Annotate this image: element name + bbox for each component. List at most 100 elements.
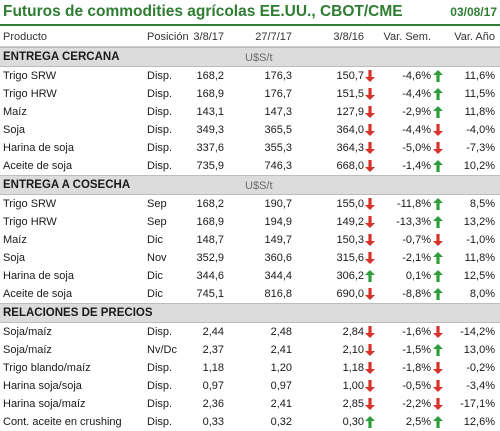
table-row[interactable]: Maíz Dic 148,7 149,7 150,3 -0,7% -1,0% bbox=[0, 231, 500, 249]
cell-var-anual: -4,0% bbox=[466, 124, 495, 136]
cell-posicion: Dic bbox=[147, 288, 163, 300]
arrow-down-icon bbox=[433, 362, 443, 374]
table-row[interactable]: Trigo blando/maíz Disp. 1,18 1,20 1,18 -1,8% -… bbox=[0, 359, 500, 377]
cell-precio-actual: 349,3 bbox=[196, 124, 224, 136]
section-label: ENTREGA CERCANA bbox=[3, 51, 120, 63]
table-body: ENTREGA CERCANA U$S/t Trigo SRW Disp. 168,2 1… bbox=[0, 47, 500, 431]
table-row[interactable]: Cont. aceite en crushing Disp. 0,33 0,32 0,3… bbox=[0, 413, 500, 431]
cell-precio-anio-anterior: 150,3 bbox=[336, 234, 364, 246]
cell-precio-actual: 745,1 bbox=[196, 288, 224, 300]
col-header-anio-anterior[interactable]: 3/8/16 bbox=[333, 31, 364, 43]
arrow-down-icon bbox=[365, 106, 375, 118]
table-row[interactable]: Maíz Disp. 143,1 147,3 127,9 -2,9% 11,8% bbox=[0, 103, 500, 121]
cell-var-anual: -0,2% bbox=[466, 362, 495, 374]
section-label: RELACIONES DE PRECIOS bbox=[3, 307, 153, 319]
cell-precio-anio-anterior: 150,7 bbox=[336, 70, 364, 82]
cell-producto: Harina de soja bbox=[3, 270, 74, 282]
cell-precio-anio-anterior: 306,2 bbox=[336, 270, 364, 282]
table-row[interactable]: Trigo SRW Sep 168,2 190,7 155,0 -11,8% 8,5% bbox=[0, 195, 500, 213]
arrow-up-icon bbox=[433, 106, 443, 118]
cell-precio-actual: 337,6 bbox=[196, 142, 224, 154]
table-row[interactable]: Trigo HRW Sep 168,9 194,9 149,2 -13,3% 13,2% bbox=[0, 213, 500, 231]
cell-posicion: Sep bbox=[147, 198, 167, 210]
table-row[interactable]: Trigo SRW Disp. 168,2 176,3 150,7 -4,6% 11,6% bbox=[0, 67, 500, 85]
cell-var-semanal: -4,4% bbox=[402, 124, 431, 136]
table-row[interactable]: Aceite de soja Disp. 735,9 746,3 668,0 -1,4% 1… bbox=[0, 157, 500, 175]
cell-precio-anio-anterior: 127,9 bbox=[336, 106, 364, 118]
table-row[interactable]: Soja Disp. 349,3 365,5 364,0 -4,4% -4,0% bbox=[0, 121, 500, 139]
section-header: ENTREGA A COSECHA U$S/t bbox=[0, 175, 500, 195]
cell-precio-anio-anterior: 690,0 bbox=[336, 288, 364, 300]
table-row[interactable]: Trigo HRW Disp. 168,9 176,7 151,5 -4,4% 11,5% bbox=[0, 85, 500, 103]
arrow-down-icon bbox=[433, 142, 443, 154]
arrow-down-icon bbox=[365, 398, 375, 410]
cell-posicion: Dic bbox=[147, 270, 163, 282]
arrow-down-icon bbox=[433, 326, 443, 338]
cell-precio-semana-anterior: 147,3 bbox=[264, 106, 292, 118]
cell-posicion: Nov bbox=[147, 252, 167, 264]
cell-var-anual: 12,6% bbox=[463, 416, 495, 428]
cell-producto: Harina de soja bbox=[3, 142, 74, 154]
cell-precio-anio-anterior: 1,18 bbox=[342, 362, 364, 374]
col-header-var-anual[interactable]: Var. Año bbox=[454, 31, 495, 43]
cell-posicion: Disp. bbox=[147, 160, 173, 172]
cell-precio-anio-anterior: 2,85 bbox=[342, 398, 364, 410]
cell-precio-anio-anterior: 668,0 bbox=[336, 160, 364, 172]
cell-var-anual: -14,2% bbox=[460, 326, 495, 338]
cell-precio-semana-anterior: 176,7 bbox=[264, 88, 292, 100]
col-header-semana-anterior[interactable]: 27/7/17 bbox=[255, 31, 292, 43]
cell-var-semanal: -1,6% bbox=[402, 326, 431, 338]
col-header-var-semanal[interactable]: Var. Sem. bbox=[383, 31, 431, 43]
section-header: ENTREGA CERCANA U$S/t bbox=[0, 47, 500, 67]
cell-precio-actual: 0,97 bbox=[202, 380, 224, 392]
table-row[interactable]: Soja/maíz Nv/Dc 2,37 2,41 2,10 -1,5% 13,0% bbox=[0, 341, 500, 359]
cell-var-semanal: 2,5% bbox=[405, 416, 431, 428]
cell-precio-anio-anterior: 149,2 bbox=[336, 216, 364, 228]
cell-var-anual: 13,2% bbox=[463, 216, 495, 228]
arrow-up-icon bbox=[433, 160, 443, 172]
arrow-up-icon bbox=[433, 270, 443, 282]
cell-precio-anio-anterior: 315,6 bbox=[336, 252, 364, 264]
table-row[interactable]: Soja/maíz Disp. 2,44 2,48 2,84 -1,6% -14,2% bbox=[0, 323, 500, 341]
arrow-up-icon bbox=[365, 270, 375, 282]
cell-precio-actual: 2,44 bbox=[202, 326, 224, 338]
cell-var-semanal: -4,4% bbox=[402, 88, 431, 100]
table-row[interactable]: Harina de soja Dic 344,6 344,4 306,2 0,1% 12,5… bbox=[0, 267, 500, 285]
arrow-down-icon bbox=[433, 398, 443, 410]
cell-precio-anio-anterior: 151,5 bbox=[336, 88, 364, 100]
cell-posicion: Dic bbox=[147, 234, 163, 246]
cell-var-semanal: -2,2% bbox=[402, 398, 431, 410]
col-header-fecha-actual[interactable]: 3/8/17 bbox=[193, 31, 224, 43]
cell-precio-semana-anterior: 2,41 bbox=[270, 398, 292, 410]
cell-precio-actual: 148,7 bbox=[196, 234, 224, 246]
cell-var-anual: -17,1% bbox=[460, 398, 495, 410]
cell-precio-semana-anterior: 355,3 bbox=[264, 142, 292, 154]
col-header-posicion[interactable]: Posición bbox=[147, 31, 189, 43]
arrow-down-icon bbox=[433, 380, 443, 392]
title-bar: Futuros de commodities agrícolas EE.UU.,… bbox=[0, 0, 500, 26]
cell-posicion: Disp. bbox=[147, 398, 173, 410]
table-row[interactable]: Harina soja/maíz Disp. 2,36 2,41 2,85 -2,2% -1… bbox=[0, 395, 500, 413]
cell-posicion: Disp. bbox=[147, 70, 173, 82]
arrow-down-icon bbox=[433, 234, 443, 246]
col-header-producto[interactable]: Producto bbox=[3, 31, 48, 43]
cell-precio-semana-anterior: 746,3 bbox=[264, 160, 292, 172]
cell-precio-semana-anterior: 365,5 bbox=[264, 124, 292, 136]
table-row[interactable]: Harina de soja Disp. 337,6 355,3 364,3 -5,0% -… bbox=[0, 139, 500, 157]
table-row[interactable]: Soja Nov 352,9 360,6 315,6 -2,1% 11,8% bbox=[0, 249, 500, 267]
cell-precio-actual: 352,9 bbox=[196, 252, 224, 264]
arrow-down-icon bbox=[365, 326, 375, 338]
table-row[interactable]: Harina soja/soja Disp. 0,97 0,97 1,00 -0,5% -3… bbox=[0, 377, 500, 395]
cell-precio-semana-anterior: 2,48 bbox=[270, 326, 292, 338]
cell-producto: Cont. aceite en crushing bbox=[3, 416, 122, 428]
arrow-down-icon bbox=[365, 234, 375, 246]
cell-var-anual: -1,0% bbox=[466, 234, 495, 246]
cell-posicion: Sep bbox=[147, 216, 167, 228]
cell-var-semanal: -13,3% bbox=[396, 216, 431, 228]
table-row[interactable]: Aceite de soja Dic 745,1 816,8 690,0 -8,8% 8,0… bbox=[0, 285, 500, 303]
page-title: Futuros de commodities agrícolas EE.UU.,… bbox=[3, 3, 403, 20]
arrow-down-icon bbox=[365, 344, 375, 356]
cell-posicion: Disp. bbox=[147, 106, 173, 118]
cell-precio-anio-anterior: 0,30 bbox=[342, 416, 364, 428]
arrow-down-icon bbox=[365, 160, 375, 172]
